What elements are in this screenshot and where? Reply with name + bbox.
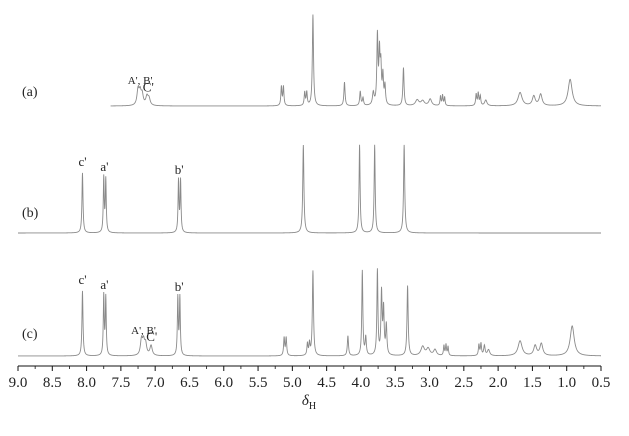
peak-label-3-2: a' [100, 277, 108, 292]
x-axis: 9.0 8.5 8.0 7.5 7.0 6.5 6.0 5.5 5.0 4.5 4.0 3.5 3.0 2… [9, 365, 611, 391]
panel-label-1: (a) [22, 85, 38, 100]
peak-label-3-4: C' [146, 329, 157, 344]
x-tick-label-14: 2.0 [489, 375, 508, 391]
x-tick-label-16: 1.0 [557, 375, 576, 391]
x-tick-label-2: 8.0 [77, 375, 96, 391]
x-tick-label-4: 7.0 [146, 375, 165, 391]
panel-label-2: (b) [22, 206, 39, 221]
spectrum-line-3 [18, 268, 601, 357]
peak-label-1-2: C' [143, 80, 154, 95]
x-tick-label-10: 4.0 [352, 375, 371, 391]
panel-label-3: (c) [22, 327, 38, 342]
x-tick-label-17: 0.5 [592, 375, 611, 391]
spectrum-line-1 [110, 14, 601, 107]
x-tick-label-15: 1.5 [523, 375, 542, 391]
x-tick-label-3: 7.5 [112, 375, 131, 391]
peak-label-2-3: b' [175, 162, 184, 177]
peak-label-1-1: A', B' [128, 75, 153, 87]
peak-label-3-1: c' [78, 272, 86, 287]
labels-layer: (a)A', B'C'(b)c' a' b'(c)c' a'A', B'C'b' [22, 75, 184, 344]
x-tick-label-12: 3.0 [420, 375, 439, 391]
peak-label-3-5: b' [175, 279, 184, 294]
peak-label-2-1: c' [78, 154, 86, 169]
x-tick-label-9: 4.5 [317, 375, 336, 391]
x-tick-label-6: 6.0 [214, 375, 233, 391]
x-tick-label-0: 9.0 [9, 375, 28, 391]
x-tick-label-13: 2.5 [454, 375, 473, 391]
peak-label-3-3: A', B' [131, 325, 156, 337]
x-axis-title: δH [302, 393, 316, 412]
x-tick-label-1: 8.5 [43, 375, 62, 391]
spectrum-line-2 [18, 144, 601, 234]
spectra-layer [18, 14, 601, 357]
x-tick-label-7: 5.5 [249, 375, 268, 391]
x-tick-label-11: 3.5 [386, 375, 405, 391]
peak-label-2-2: a' [100, 159, 108, 174]
x-axis-title-subscript: H [309, 401, 316, 412]
x-tick-label-8: 5.0 [283, 375, 302, 391]
x-axis-title-main: δ [302, 393, 310, 409]
x-tick-label-5: 6.5 [180, 375, 199, 391]
